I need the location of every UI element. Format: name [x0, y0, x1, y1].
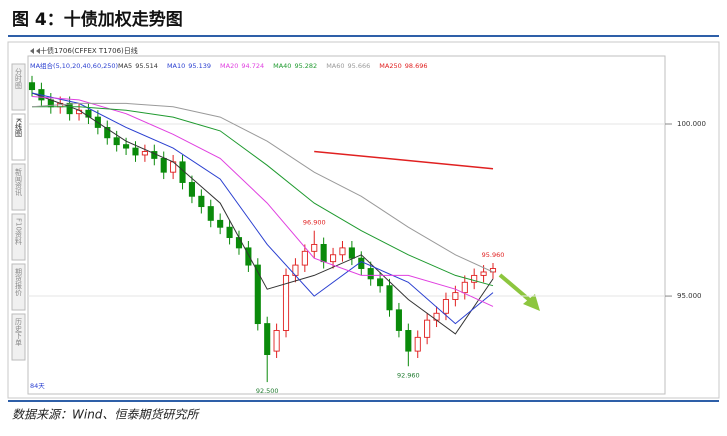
- side-tab-label[interactable]: 历史下单: [15, 318, 23, 347]
- side-tab[interactable]: [11, 63, 26, 111]
- candle-body: [395, 309, 402, 331]
- price-annotation: 92.500: [256, 387, 279, 395]
- candle-body: [339, 247, 346, 256]
- candle-body: [245, 247, 252, 266]
- candle-body: [273, 330, 280, 352]
- candle-body: [348, 247, 355, 259]
- side-tab[interactable]: [11, 313, 26, 361]
- ma-line: [31, 102, 494, 273]
- candle-body: [226, 226, 233, 239]
- price-annotation: 95.960: [482, 251, 505, 259]
- legend-value: 95.282: [294, 62, 317, 70]
- side-tab[interactable]: [11, 163, 26, 211]
- ma-line: [32, 106, 494, 287]
- candle-body: [188, 182, 195, 197]
- candle-body: [282, 274, 290, 331]
- side-tab-label[interactable]: 期货报价: [15, 268, 23, 296]
- ma-line: [31, 92, 494, 335]
- candle-body: [264, 323, 271, 356]
- candle-body: [235, 237, 243, 249]
- side-tab-label[interactable]: K线图: [15, 118, 23, 138]
- trend-arrow: [498, 273, 535, 305]
- legend-name: MA10: [167, 62, 185, 70]
- candle-body: [424, 319, 431, 338]
- ma-line: [31, 92, 494, 325]
- candle-body: [254, 264, 261, 325]
- candle-body: [461, 281, 468, 294]
- y-tick-label: 95.000: [677, 292, 702, 300]
- legend-name: MA20: [220, 62, 238, 70]
- candle-body: [405, 330, 412, 352]
- trend-arrow-head: [523, 294, 540, 311]
- candle-body: [132, 147, 139, 156]
- legend-name: MA5: [118, 62, 132, 70]
- candle-body: [85, 109, 92, 118]
- candle-body: [113, 137, 120, 146]
- candle-body: [28, 82, 36, 91]
- candle-body: [198, 195, 205, 208]
- legend-value: 95.514: [135, 62, 158, 70]
- candle-body: [123, 144, 130, 149]
- legend-name: MA250: [379, 62, 401, 70]
- candle-body: [471, 274, 478, 283]
- candle-body: [320, 243, 327, 263]
- source-note: 数据来源：Wind、恒泰期货研究所: [12, 408, 200, 422]
- candle-body: [452, 292, 459, 300]
- candle-body: [442, 299, 450, 314]
- candle-body: [480, 271, 487, 276]
- side-tab-label[interactable]: 新闻资讯: [15, 167, 23, 197]
- ma-line: [314, 150, 494, 170]
- price-annotation: 92.960: [397, 371, 420, 379]
- candle-body: [377, 278, 384, 287]
- nav-icon: [30, 48, 40, 54]
- side-tab-label[interactable]: 分时图: [15, 67, 23, 90]
- candle-body: [414, 336, 421, 352]
- side-tab[interactable]: [11, 113, 26, 161]
- y-tick-label: 100.000: [677, 120, 706, 128]
- candle-body: [207, 206, 214, 221]
- side-tab[interactable]: [11, 263, 26, 311]
- candle-body: [217, 219, 224, 228]
- candle-body: [104, 126, 111, 139]
- candle-body: [301, 250, 308, 266]
- price-annotation: 96.900: [303, 219, 326, 227]
- legend-value: 98.696: [405, 62, 428, 70]
- candle-body: [66, 102, 73, 115]
- period-label: 84天: [30, 382, 45, 390]
- candle-body: [141, 151, 148, 156]
- legend-value: 95.139: [188, 62, 211, 70]
- plot-frame: [27, 55, 666, 395]
- legend-value: 95.666: [348, 62, 371, 70]
- legend-title: MA组合(5,10,20,40,60,250): [30, 61, 118, 70]
- chart-header: 十债1706(CFFEX T1706)日线: [40, 46, 138, 55]
- candle-body: [386, 285, 393, 311]
- figure-title: 图 4：十债加权走势图: [12, 9, 183, 30]
- side-tab[interactable]: [11, 213, 26, 261]
- candle-body: [330, 254, 337, 263]
- legend-name: MA40: [273, 62, 291, 70]
- candle-body: [311, 243, 318, 252]
- candle-body: [367, 268, 374, 280]
- candle-body: [160, 157, 167, 173]
- legend-value: 94.724: [241, 62, 264, 70]
- legend-name: MA60: [326, 62, 344, 70]
- side-tab-label[interactable]: F10资料: [15, 218, 23, 246]
